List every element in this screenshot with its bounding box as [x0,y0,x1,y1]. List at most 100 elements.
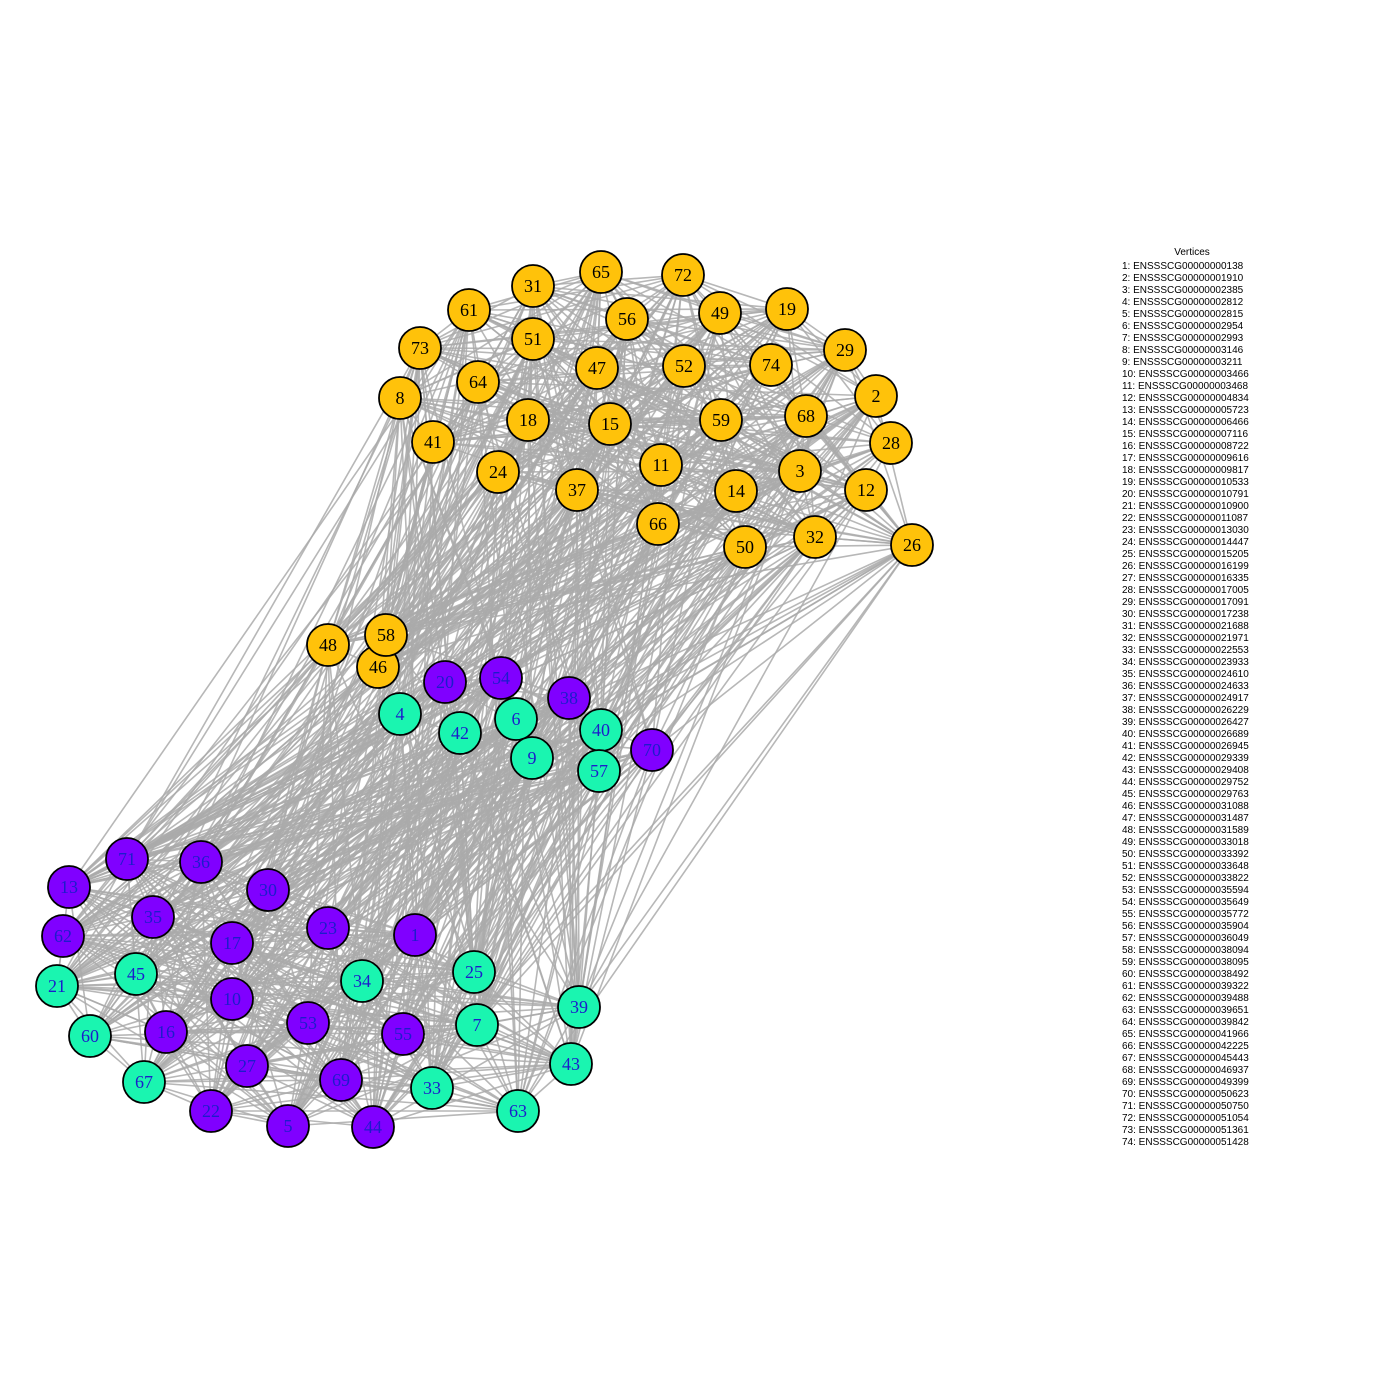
node-circle [778,449,822,493]
node-71: 71 [105,837,149,881]
edge [744,415,807,548]
edge [517,770,600,1112]
node-48: 48 [306,623,350,667]
edge [307,1022,433,1089]
node-circle [511,264,555,308]
node-label: 27 [238,1056,256,1076]
node-33: 33 [410,1066,454,1110]
legend-entry: 1: ENSSSCG00000000138 [1122,261,1244,272]
node-circle [555,468,599,512]
edge [598,318,628,772]
node-label: 6 [512,709,521,729]
edge [200,861,404,1035]
node-24: 24 [476,450,520,494]
edge [126,634,387,860]
legend-entry: 22: ENSSSCG00000011087 [1122,513,1249,524]
edge [651,536,816,751]
legend-entry: 50: ENSSSCG00000033392 [1122,849,1249,860]
node-circle [844,468,888,512]
node-62: 62 [41,914,85,958]
node-label: 72 [674,265,692,285]
edge [598,536,816,772]
node-circle [438,711,482,755]
node-circle [854,374,898,418]
legend-entry: 9: ENSSSCG00000003211 [1122,357,1243,368]
node-label: 69 [332,1070,350,1090]
node-circle [179,840,223,884]
node-17: 17 [210,921,254,965]
legend-entry: 51: ENSSSCG00000033648 [1122,861,1249,872]
node-circle [381,1012,425,1056]
node-circle [579,250,623,294]
edge [477,318,628,383]
edge [126,546,746,860]
edge [419,274,684,349]
edge [385,367,598,636]
node-label: 34 [353,971,371,991]
node-circle [378,376,422,420]
node-circle [605,297,649,341]
node-label: 2 [872,386,881,406]
legend-entry: 62: ENSSSCG00000039488 [1122,993,1249,1004]
legend-entry: 25: ENSSSCG00000015205 [1122,549,1249,560]
edge [307,274,684,1024]
node-74: 74 [749,343,793,387]
edge [477,381,519,1112]
node-circle [765,287,809,331]
node-circle [749,343,793,387]
edge [200,309,470,863]
edge [210,1079,342,1112]
node-35: 35 [131,895,175,939]
node-circle [714,469,758,513]
node-66: 66 [636,502,680,546]
legend-entry: 18: ENSSSCG00000009817 [1122,465,1249,476]
node-29: 29 [823,328,867,372]
node-31: 31 [511,264,555,308]
edge [307,644,329,1024]
edge [576,489,602,731]
node-label: 74 [762,355,780,375]
edge [419,271,602,349]
node-circle [423,660,467,704]
node-circle [306,906,350,950]
node-25: 25 [452,950,496,994]
node-label: 7 [473,1015,482,1035]
edge [568,546,746,699]
legend-entry: 36: ENSSSCG00000024633 [1122,681,1249,692]
edge [600,271,772,366]
node-circle [784,394,828,438]
node-41: 41 [411,420,455,464]
node-label: 1 [411,925,420,945]
edge [385,381,479,636]
edge [385,365,685,636]
legend-entry: 27: ENSSSCG00000016335 [1122,573,1249,584]
edge [372,770,600,1128]
edge [657,523,913,546]
node-23: 23 [306,906,350,950]
edge [500,367,598,679]
legend-entry: 69: ENSSSCG00000049399 [1122,1077,1249,1088]
edge [372,536,816,1128]
edge [152,916,309,1024]
node-42: 42 [438,711,482,755]
node-label: 56 [618,309,636,329]
edge [62,861,202,937]
node-10: 10 [210,977,254,1021]
edge [402,677,502,1035]
node-67: 67 [122,1060,166,1104]
edge [682,274,846,351]
node-7: 7 [455,1003,499,1047]
legend-entry: 26: ENSSSCG00000016199 [1122,561,1249,572]
node-53: 53 [286,1001,330,1045]
legend-entry: 2: ENSSSCG00000001910 [1122,273,1244,284]
legend-entry: 24: ENSSSCG00000014447 [1122,537,1249,548]
edge [477,381,611,425]
legend-entry: 59: ENSSSCG00000038095 [1122,957,1249,968]
legend-entry: 49: ENSSSCG00000033018 [1122,837,1249,848]
node-circle [144,1010,188,1054]
node-label: 50 [736,537,754,557]
edge [385,285,534,636]
edge [143,338,534,1083]
legend-entry: 53: ENSSSCG00000035594 [1122,885,1249,896]
node-14: 14 [714,469,758,513]
